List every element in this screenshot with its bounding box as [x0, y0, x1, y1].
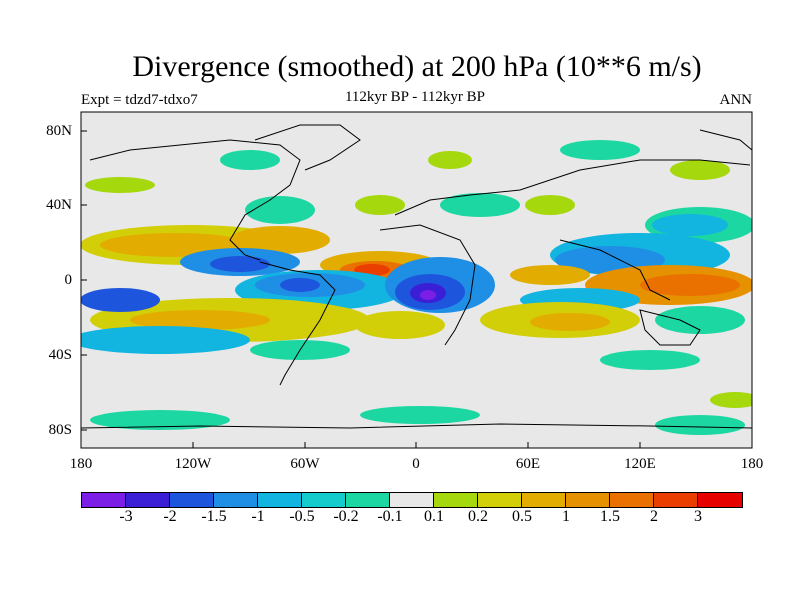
- colorbar-label: 0.1: [424, 508, 444, 525]
- colorbar-label: -0.1: [377, 508, 403, 525]
- coastlines: [81, 124, 752, 429]
- colorbar: [81, 492, 743, 508]
- lat-tick-label: 80N: [46, 123, 72, 139]
- lon-tick-label: 0: [412, 456, 420, 472]
- lon-tick-label: 120W: [174, 456, 212, 472]
- plot-title: Divergence (smoothed) at 200 hPa (10**6 …: [132, 50, 702, 83]
- colorbar-swatch: [82, 493, 126, 507]
- colorbar-label: 3: [694, 508, 702, 525]
- lat-tick-label: 80S: [48, 422, 72, 438]
- colorbar-label: -0.2: [333, 508, 359, 525]
- colorbar-label: 1: [562, 508, 570, 525]
- colorbar-swatch: [390, 493, 434, 507]
- colorbar-swatch: [566, 493, 610, 507]
- lat-tick-label: 40N: [46, 197, 72, 213]
- lon-tick-label: 60W: [290, 456, 320, 472]
- lat-tick-label: 40S: [48, 347, 72, 363]
- colorbar-label: 1.5: [600, 508, 620, 525]
- experiment-label: Expt = tdzd7-tdxo7: [81, 92, 198, 108]
- colorbar-label: -2: [163, 508, 177, 525]
- colorbar-swatch: [346, 493, 390, 507]
- season-label: ANN: [719, 92, 753, 108]
- colorbar-swatch: [478, 493, 522, 507]
- colorbar-swatch: [214, 493, 258, 507]
- colorbar-label: 2: [650, 508, 658, 525]
- colorbar-label: 0.2: [468, 508, 488, 525]
- lon-tick-label: 120E: [624, 456, 656, 472]
- colorbar-swatch: [654, 493, 698, 507]
- colorbar-swatch: [302, 493, 346, 507]
- period-label: 112kyr BP - 112kyr BP: [344, 89, 485, 105]
- colorbar-swatch: [522, 493, 566, 507]
- colorbar-label: -0.5: [289, 508, 315, 525]
- divergence-field: [81, 140, 752, 435]
- lon-tick-label: 180: [69, 456, 93, 472]
- lat-tick-label: 0: [64, 272, 73, 288]
- axis-ticks: [80, 130, 753, 448]
- colorbar-swatch: [698, 493, 742, 507]
- colorbar-label: -1.5: [201, 508, 227, 525]
- lon-tick-label: 60E: [515, 456, 541, 472]
- colorbar-label: 0.5: [512, 508, 532, 525]
- colorbar-label: -1: [251, 508, 265, 525]
- colorbar-label: -3: [119, 508, 133, 525]
- colorbar-swatch: [258, 493, 302, 507]
- colorbar-swatch: [434, 493, 478, 507]
- lon-tick-label: 180: [740, 456, 764, 472]
- colorbar-swatch: [610, 493, 654, 507]
- colorbar-swatch: [126, 493, 170, 507]
- colorbar-swatch: [170, 493, 214, 507]
